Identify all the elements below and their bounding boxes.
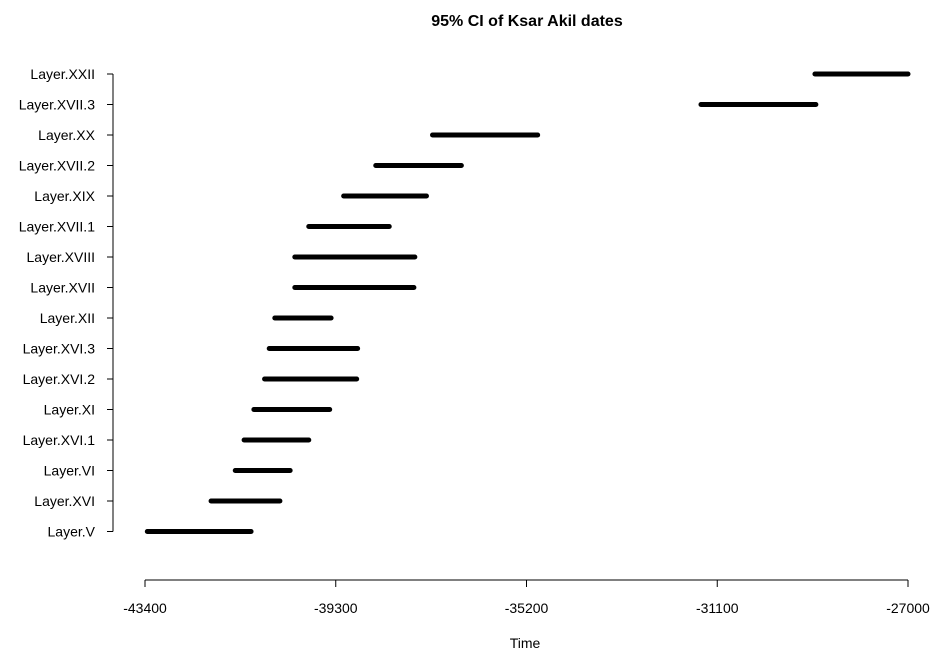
x-axis-label: Time [510,635,541,650]
y-tick-label: Layer.XVI.3 [23,341,96,357]
y-tick-label: Layer.XVIII [27,249,95,265]
y-axis: Layer.XXII Layer.XVII.3 Layer.XX Layer.XVII… [19,66,114,540]
x-tick-label: -39300 [314,600,358,616]
y-tick-label: Layer.XII [40,310,95,326]
y-tick-label: Layer.XVI.1 [23,432,96,448]
chart-title: 95% CI of Ksar Akil dates [431,13,623,30]
y-tick-label: Layer.XVI [34,493,95,509]
x-tick-label: -35200 [505,600,549,616]
y-tick-label: Layer.XVII.3 [19,97,95,113]
y-tick-label: Layer.XI [44,402,95,418]
x-tick-label: -27000 [886,600,930,616]
y-tick-label: Layer.XVII.1 [19,219,95,235]
y-tick-label: Layer.V [48,524,96,540]
ci-bars [144,71,911,534]
x-axis: -43400 -39300 -35200 -31100 -27000 [123,579,930,616]
y-tick-label: Layer.XIX [34,188,95,204]
y-tick-label: Layer.XXII [30,66,95,82]
y-tick-label: Layer.XVII.2 [19,158,95,174]
y-tick-label: Layer.XX [38,127,95,143]
x-tick-label: -31100 [696,600,739,616]
y-tick-label: Layer.XVI.2 [23,371,96,387]
y-tick-label: Layer.XVII [30,280,95,296]
y-tick-label: Layer.VI [44,463,95,479]
x-tick-label: -43400 [123,600,167,616]
